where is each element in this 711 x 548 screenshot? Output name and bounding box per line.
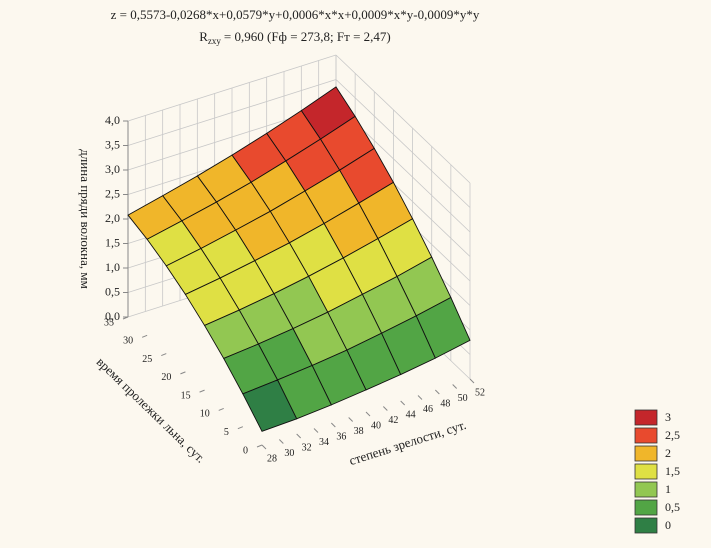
x-tick: [400, 400, 406, 406]
z-tick-label: 1,0: [105, 260, 120, 274]
y-tick: [141, 334, 148, 338]
x-tick: [469, 378, 475, 384]
x-tick-label: 46: [423, 404, 433, 415]
z-tick-label: 0,5: [105, 284, 120, 298]
y-tick-label: 20: [161, 372, 171, 383]
y-tick-label: 0: [243, 445, 248, 456]
y-tick: [256, 444, 263, 448]
y-tick: [218, 407, 224, 411]
grid-line: [335, 54, 471, 184]
y-tick: [199, 389, 205, 393]
grid-line: [335, 79, 471, 208]
x-tick-label: 30: [284, 448, 294, 459]
x-tick: [278, 439, 284, 444]
legend-label: 1,5: [665, 464, 680, 478]
z-tick-label: 3,5: [105, 137, 120, 151]
y-tick: [122, 316, 129, 320]
legend-swatch: [634, 427, 658, 444]
y-tick: [180, 371, 186, 375]
x-tick: [434, 389, 440, 395]
legend-label: 2,5: [665, 428, 680, 442]
y-tick: [237, 426, 244, 430]
subtitle-text: = 0,960 (Fф = 273,8; Fт = 2,47): [224, 29, 391, 44]
x-tick-label: 40: [371, 420, 381, 431]
x-tick: [452, 384, 458, 389]
z-tick-label: 2,0: [105, 211, 120, 225]
subtitle-sub: zxy: [208, 36, 221, 46]
x-tick: [330, 422, 336, 428]
x-tick: [417, 395, 423, 400]
y-tick-label: 30: [123, 336, 133, 347]
x-tick-label: 32: [302, 442, 312, 453]
x-tick-label: 48: [440, 398, 450, 409]
z-tick-label: 1,5: [105, 235, 120, 249]
x-tick-label: 50: [458, 393, 468, 404]
chart-subtitle: Rzxy = 0,960 (Fф = 273,8; Fт = 2,47): [199, 29, 391, 46]
z-tick-label: 0,0: [105, 309, 120, 323]
x-tick: [261, 444, 267, 450]
x-tick-label: 34: [319, 437, 329, 448]
legend-swatch: [634, 517, 658, 534]
x-tick-label: 28: [267, 453, 277, 464]
z-tick-label: 4,0: [105, 113, 120, 127]
x-tick-label: 38: [354, 426, 364, 437]
chart-title: z = 0,5573-0,0268*x+0,0579*y+0,0006*x*x+…: [111, 7, 480, 22]
x-tick: [313, 428, 319, 433]
x-tick-label: 44: [406, 409, 416, 420]
x-tick-label: 42: [388, 415, 398, 426]
y-tick: [161, 353, 167, 357]
surface-cell: [242, 379, 298, 432]
x-tick: [296, 433, 302, 439]
legend-swatch: [634, 481, 658, 498]
x-tick-label: 52: [475, 387, 485, 398]
x-tick: [348, 417, 354, 422]
y-tick-label: 5: [224, 427, 229, 438]
y-tick-label: 15: [181, 390, 191, 401]
legend-label: 2: [665, 446, 671, 460]
legend-swatch: [634, 445, 658, 462]
legend-label: 3: [665, 410, 671, 424]
x-tick: [382, 406, 388, 411]
y-tick-label: 10: [200, 409, 210, 420]
z-tick-label: 3,0: [105, 162, 120, 176]
legend-swatch: [634, 463, 658, 480]
y-tick-label: 25: [142, 354, 152, 365]
legend-label: 0,5: [665, 500, 680, 514]
z-axis-label: длина пряди волокна, мм: [78, 149, 93, 289]
x-tick-label: 36: [336, 431, 346, 442]
y-tick-label: 35: [104, 317, 114, 328]
legend-label: 0: [665, 518, 671, 532]
legend-swatch: [634, 499, 658, 516]
z-tick-label: 2,5: [105, 186, 120, 200]
x-tick: [365, 411, 371, 417]
legend-swatch: [634, 409, 658, 426]
subtitle-r: R: [199, 29, 208, 44]
legend-label: 1: [665, 482, 671, 496]
